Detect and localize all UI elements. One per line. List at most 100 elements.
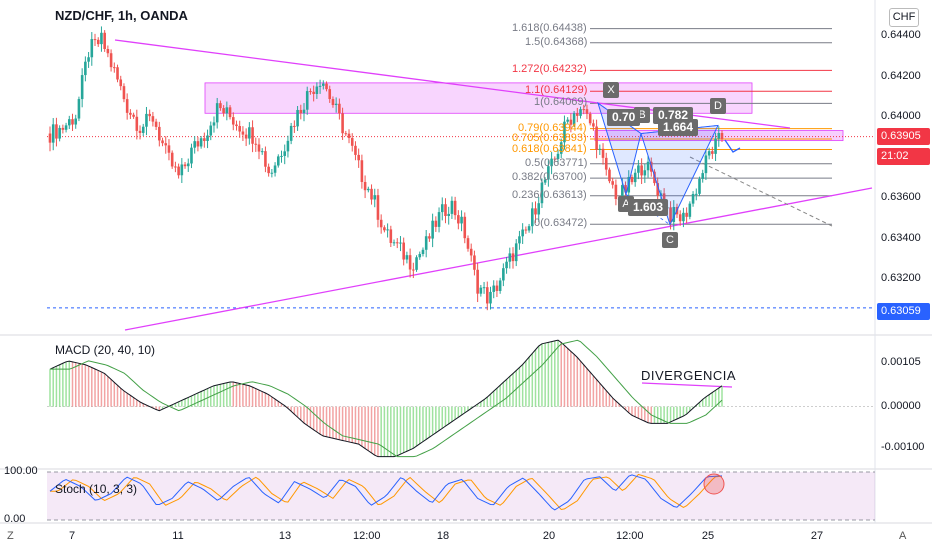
price-candle [717, 133, 721, 139]
price-candle [489, 291, 492, 304]
price-candle [151, 116, 155, 122]
price-candle [270, 172, 274, 174]
price-candle [601, 148, 605, 158]
projection-arrow [724, 139, 741, 153]
price-candle [479, 287, 483, 294]
price-candle [367, 188, 370, 191]
price-candle [244, 134, 248, 139]
ratio-label-xad: 1.603 [628, 199, 669, 216]
price-candle [688, 203, 692, 217]
price-candle [659, 193, 663, 196]
price-candle [96, 39, 100, 45]
price-candle [209, 125, 213, 136]
price-candle [125, 99, 129, 113]
price-candle [707, 151, 711, 156]
pattern-point-d: D [710, 98, 726, 114]
price-candle [485, 287, 489, 304]
stoch-overbought-marker [703, 473, 725, 495]
price-candle [415, 257, 418, 270]
macd-signal-line [50, 339, 723, 458]
price-candle [656, 183, 659, 196]
price-candle [511, 253, 515, 262]
stoch-k-line [49, 474, 723, 511]
x-tick-label: 12:00 [616, 530, 644, 542]
price-candle [640, 165, 643, 176]
y-tick-label: 0.64400 [881, 29, 921, 42]
price-candle [193, 141, 196, 148]
price-candle [440, 204, 444, 213]
price-candle [196, 141, 200, 147]
y-tick-label: 0.63600 [881, 191, 921, 204]
price-candle [704, 155, 708, 174]
fib-level-label: 0.618(0.63841) [512, 142, 587, 155]
price-candle [720, 133, 724, 139]
x-tick-label: 25 [701, 530, 715, 542]
price-candle [174, 166, 177, 168]
price-candle [357, 154, 360, 161]
price-candle [170, 152, 174, 167]
price-candle [113, 67, 116, 69]
macd-y-tick-label: 0.00000 [881, 399, 921, 412]
x-tick-label: 12:00 [353, 530, 381, 542]
price-candle [254, 143, 258, 145]
price-candle [360, 160, 364, 182]
price-candle [347, 133, 351, 139]
price-candle [328, 89, 332, 100]
price-candle [77, 99, 81, 119]
ratio-label-bcd: 1.664 [658, 119, 699, 136]
price-candle [148, 113, 151, 117]
price-candle [325, 83, 328, 90]
price-candle [222, 108, 225, 114]
fib-level-label: 0.79(0.63944) [518, 121, 587, 134]
price-candle [434, 220, 438, 227]
price-candle [604, 157, 608, 170]
price-candle [685, 212, 688, 217]
auto-scale-button[interactable]: A [899, 530, 907, 542]
price-candle [473, 255, 476, 270]
price-candle [566, 119, 569, 122]
price-candle [431, 220, 434, 239]
x-tick-label: 27 [810, 530, 824, 542]
price-candle [344, 133, 348, 135]
price-candle [90, 39, 94, 58]
price-candle [592, 123, 595, 127]
price-candle [138, 130, 142, 133]
x-tick-label: 11 [172, 530, 184, 542]
price-candle [421, 249, 425, 255]
x-tick-label: 7 [68, 530, 76, 542]
price-candle [672, 206, 676, 223]
price-candle [389, 229, 393, 243]
price-candle [412, 269, 415, 271]
stoch-y-tick-label: 100.00 [4, 465, 38, 477]
price-candle [132, 114, 135, 117]
current-price-badge: 0.63905 [877, 128, 930, 145]
price-candle [457, 215, 460, 224]
price-candle [534, 208, 537, 215]
price-candle [122, 86, 126, 100]
price-candle [141, 126, 145, 133]
price-candle [637, 165, 640, 173]
price-candle [190, 147, 193, 164]
zoom-toggle-button[interactable]: Z [7, 530, 14, 542]
price-candle [260, 151, 264, 153]
price-candle [106, 48, 110, 54]
price-candle [540, 182, 544, 204]
price-candle [206, 135, 209, 141]
price-candle [305, 91, 309, 110]
price-candle [527, 226, 531, 231]
chart-title: NZD/CHF, 1h, OANDA [55, 8, 188, 23]
price-candle [588, 113, 592, 124]
fib-level-label: 1.272(0.64232) [512, 63, 587, 76]
price-candle [158, 126, 161, 141]
price-candle [424, 236, 428, 250]
price-candle [608, 169, 611, 182]
currency-unit-button[interactable]: CHF [889, 8, 919, 27]
price-candle [267, 166, 270, 174]
price-candle [93, 39, 97, 41]
price-candle [286, 140, 290, 152]
price-candle [119, 79, 123, 87]
price-candle [241, 131, 245, 135]
price-candle [116, 67, 119, 80]
price-candle [251, 127, 254, 144]
